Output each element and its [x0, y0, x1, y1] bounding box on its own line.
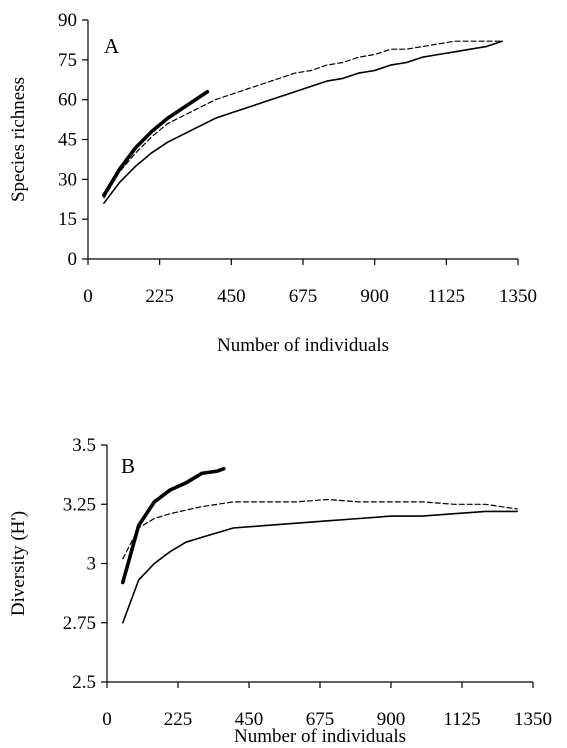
x-tick-label: 450 [217, 286, 246, 307]
y-axis-title: Diversity (H') [8, 511, 29, 616]
x-tick-label: 1125 [443, 709, 480, 730]
series-line-thick-solid [121, 466, 226, 585]
series-line-thin-solid [103, 40, 503, 204]
y-tick-label: 3.25 [63, 494, 96, 515]
panel-label: A [104, 34, 120, 58]
x-axis-title: Number of individuals [234, 726, 406, 747]
y-tick-label: 60 [58, 90, 77, 111]
x-tick-label: 0 [102, 709, 112, 730]
y-axis-title: Species richness [8, 77, 29, 202]
x-tick-label: 900 [377, 709, 406, 730]
y-tick-label: 2.5 [72, 672, 96, 693]
x-tick-label: 675 [289, 286, 318, 307]
x-axis-title: Number of individuals [217, 335, 389, 356]
y-tick-label: 75 [58, 50, 77, 71]
x-tick-label: 1125 [428, 286, 465, 307]
y-tick-label: 90 [58, 10, 77, 31]
x-tick-label: 675 [306, 709, 335, 730]
y-tick-label: 30 [58, 169, 77, 190]
x-tick-label: 225 [164, 709, 193, 730]
y-tick-label: 0 [68, 249, 78, 270]
series-line-dashed [122, 498, 518, 560]
x-tick-label: 900 [360, 286, 389, 307]
series-line-dashed [103, 40, 503, 199]
y-tick-label: 3 [87, 554, 97, 575]
y-tick-label: 3.5 [72, 435, 96, 456]
panel-label: B [121, 454, 135, 478]
series-line-thick-solid [102, 89, 210, 198]
y-tick-label: 15 [58, 209, 77, 230]
panel-b-chart: 2.5 2.75 3 3.25 3.5 0 225 450 675 900 1125 1350 Numb… [8, 435, 552, 747]
y-tick-label: 2.75 [63, 613, 96, 634]
x-tick-label: 0 [83, 286, 93, 307]
x-tick-label: 1350 [499, 286, 537, 307]
x-tick-label: 225 [145, 286, 174, 307]
x-tick-label: 1350 [514, 709, 552, 730]
x-tick-label: 450 [235, 709, 264, 730]
series-line-thin-solid [122, 510, 519, 624]
y-tick-label: 45 [58, 130, 77, 151]
